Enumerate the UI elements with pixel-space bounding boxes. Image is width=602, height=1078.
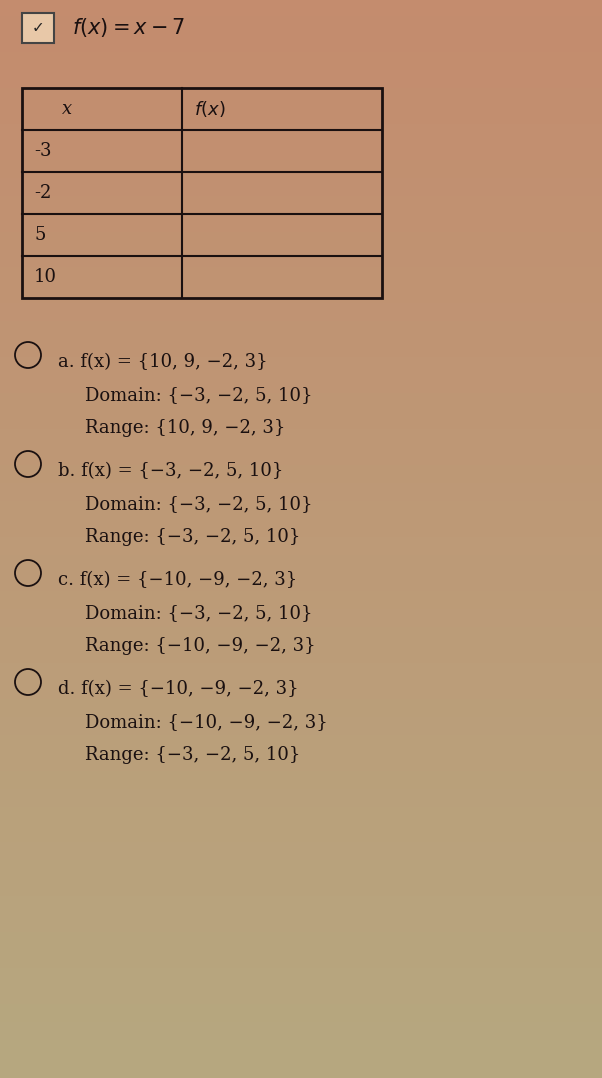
Bar [0,16,602,36]
Bar [0,896,602,916]
Text: $f(x)$: $f(x)$ [194,99,226,119]
Bar [0,572,602,593]
Bar [0,0,602,18]
Bar [0,591,602,611]
Bar [0,914,602,935]
Bar [0,645,602,665]
Bar [0,106,602,126]
Bar [0,860,602,881]
Bar [0,842,602,862]
Bar [0,752,602,773]
Bar [0,734,602,755]
Bar [0,465,602,485]
Bar [0,788,602,808]
Bar [0,699,602,719]
Text: ✓: ✓ [32,20,45,36]
Bar [0,141,602,162]
Bar [0,232,602,251]
Bar [0,825,602,844]
Bar [0,340,602,359]
Bar [0,806,602,827]
Bar [0,357,602,377]
Bar [0,986,602,1006]
Bar [0,609,602,628]
Bar [0,771,602,790]
Bar [0,124,602,143]
Bar [0,717,602,736]
Bar [0,537,602,557]
Bar [0,393,602,413]
Bar [0,680,602,701]
Bar [0,303,602,323]
Text: b. f(x) = {−3, −2, 5, 10}: b. f(x) = {−3, −2, 5, 10} [58,462,284,480]
Bar [0,375,602,396]
Bar [0,663,602,682]
Bar [0,1004,602,1024]
Text: -2: -2 [34,184,51,202]
Bar [0,321,602,342]
Text: a. f(x) = {10, 9, −2, 3}: a. f(x) = {10, 9, −2, 3} [58,353,268,371]
Text: d. f(x) = {−10, −9, −2, 3}: d. f(x) = {−10, −9, −2, 3} [58,680,299,697]
Bar [0,286,602,305]
Bar [0,0,602,485]
Bar [0,447,602,467]
Text: Domain: {−3, −2, 5, 10}: Domain: {−3, −2, 5, 10} [85,386,312,404]
Text: Domain: {−10, −9, −2, 3}: Domain: {−10, −9, −2, 3} [85,713,327,731]
Text: Range: {10, 9, −2, 3}: Range: {10, 9, −2, 3} [85,419,285,437]
Text: 5: 5 [34,226,45,244]
Bar [0,1040,602,1060]
Text: -3: -3 [34,142,52,160]
Text: Range: {−3, −2, 5, 10}: Range: {−3, −2, 5, 10} [85,528,300,545]
Bar [22,13,54,43]
Bar [0,178,602,197]
Text: x: x [62,100,72,118]
Bar [0,968,602,989]
Bar [0,519,602,539]
Bar [0,879,602,898]
Bar [0,195,602,216]
Bar [0,485,602,1078]
Text: Domain: {−3, −2, 5, 10}: Domain: {−3, −2, 5, 10} [85,604,312,622]
Bar [0,411,602,431]
Text: c. f(x) = {−10, −9, −2, 3}: c. f(x) = {−10, −9, −2, 3} [58,571,297,589]
Bar [0,213,602,234]
Bar [0,160,602,180]
Bar [0,52,602,72]
Text: Range: {−10, −9, −2, 3}: Range: {−10, −9, −2, 3} [85,637,315,655]
Bar [0,249,602,270]
Text: $f(x)=x-7$: $f(x)=x-7$ [72,16,185,40]
Bar [0,87,602,108]
Bar [0,429,602,450]
Bar [0,483,602,503]
Text: Domain: {−3, −2, 5, 10}: Domain: {−3, −2, 5, 10} [85,495,312,513]
Bar [0,501,602,521]
Bar [22,88,382,298]
Bar [0,932,602,952]
Bar [0,950,602,970]
Text: Range: {−3, −2, 5, 10}: Range: {−3, −2, 5, 10} [85,746,300,764]
Bar [0,626,602,647]
Bar [0,1058,602,1078]
Bar [0,555,602,575]
Text: 10: 10 [34,268,57,286]
Bar [0,70,602,89]
Bar [0,267,602,288]
Bar [0,33,602,54]
Bar [0,1022,602,1042]
